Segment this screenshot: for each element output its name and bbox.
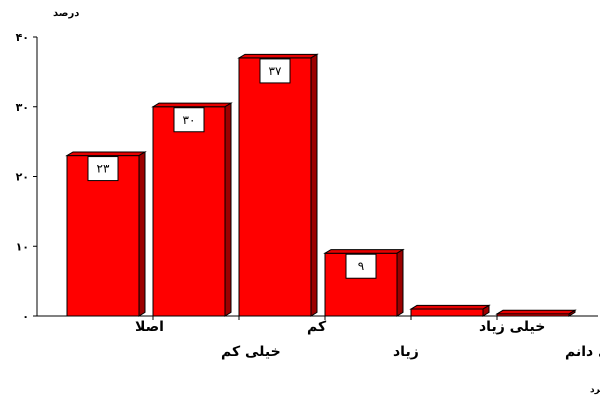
bar <box>237 53 319 317</box>
data-label-text: ۹ <box>358 259 364 273</box>
bar <box>495 309 577 317</box>
y-tick-label: ۳۰ <box>16 101 29 114</box>
data-label: ۹ <box>345 253 377 279</box>
data-label-text: ۳۷ <box>269 64 282 78</box>
bar-top <box>151 102 233 108</box>
category-label: خیلی زیاد <box>479 319 545 335</box>
bar-side <box>568 309 576 317</box>
bar-front <box>152 106 226 317</box>
bar-side <box>138 151 146 317</box>
y-axis-title: درصد <box>53 8 79 19</box>
y-tick-label: ۰ <box>22 310 29 323</box>
bar <box>323 248 405 317</box>
bar-top <box>323 249 405 254</box>
bar-side <box>396 248 404 317</box>
category-label: زیاد <box>393 344 419 360</box>
bar <box>409 304 491 317</box>
bar-side <box>224 102 232 317</box>
bar-top <box>65 151 147 157</box>
data-label-box <box>259 58 291 84</box>
data-label-text: ۳۰ <box>183 113 196 127</box>
data-label: ۳۰ <box>173 107 205 133</box>
x-axis-title: میزان عملکرد <box>590 385 600 395</box>
category-labels: اصلا خیلی کم کم زیاد خیلی زیاد نمی دانم <box>135 319 600 360</box>
bar-top <box>495 309 577 315</box>
data-label: ۳۷ <box>259 58 291 84</box>
bar-side <box>482 304 490 317</box>
y-tick-label: ۴۰ <box>16 31 29 44</box>
data-label: ۲۳ <box>87 156 119 182</box>
data-label-box <box>345 253 377 279</box>
category-label: خیلی کم <box>221 344 281 360</box>
data-label-box <box>87 156 119 182</box>
y-tick-label: ۱۰ <box>16 240 29 253</box>
data-label-text: ۲۳ <box>97 162 110 176</box>
category-label: کم <box>307 319 327 335</box>
bar-side <box>310 53 318 317</box>
bar-front <box>410 308 484 317</box>
y-tick-label: ۲۰ <box>16 171 29 184</box>
category-label: اصلا <box>135 319 164 335</box>
bar <box>151 102 233 317</box>
bar-top <box>409 304 491 310</box>
bar <box>65 151 147 317</box>
category-label: نمی دانم <box>565 344 600 360</box>
bar-front <box>238 57 312 317</box>
data-label-box <box>173 107 205 133</box>
data-labels: ۲۳ ۳۰ ۳۷ ۹ <box>87 58 377 279</box>
bars <box>65 53 577 317</box>
bar-top <box>237 53 319 59</box>
